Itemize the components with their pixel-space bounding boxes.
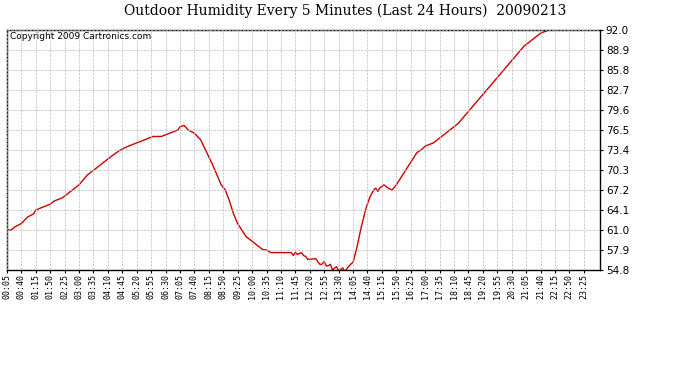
Text: Outdoor Humidity Every 5 Minutes (Last 24 Hours)  20090213: Outdoor Humidity Every 5 Minutes (Last 2… <box>124 4 566 18</box>
Text: Copyright 2009 Cartronics.com: Copyright 2009 Cartronics.com <box>10 32 151 41</box>
